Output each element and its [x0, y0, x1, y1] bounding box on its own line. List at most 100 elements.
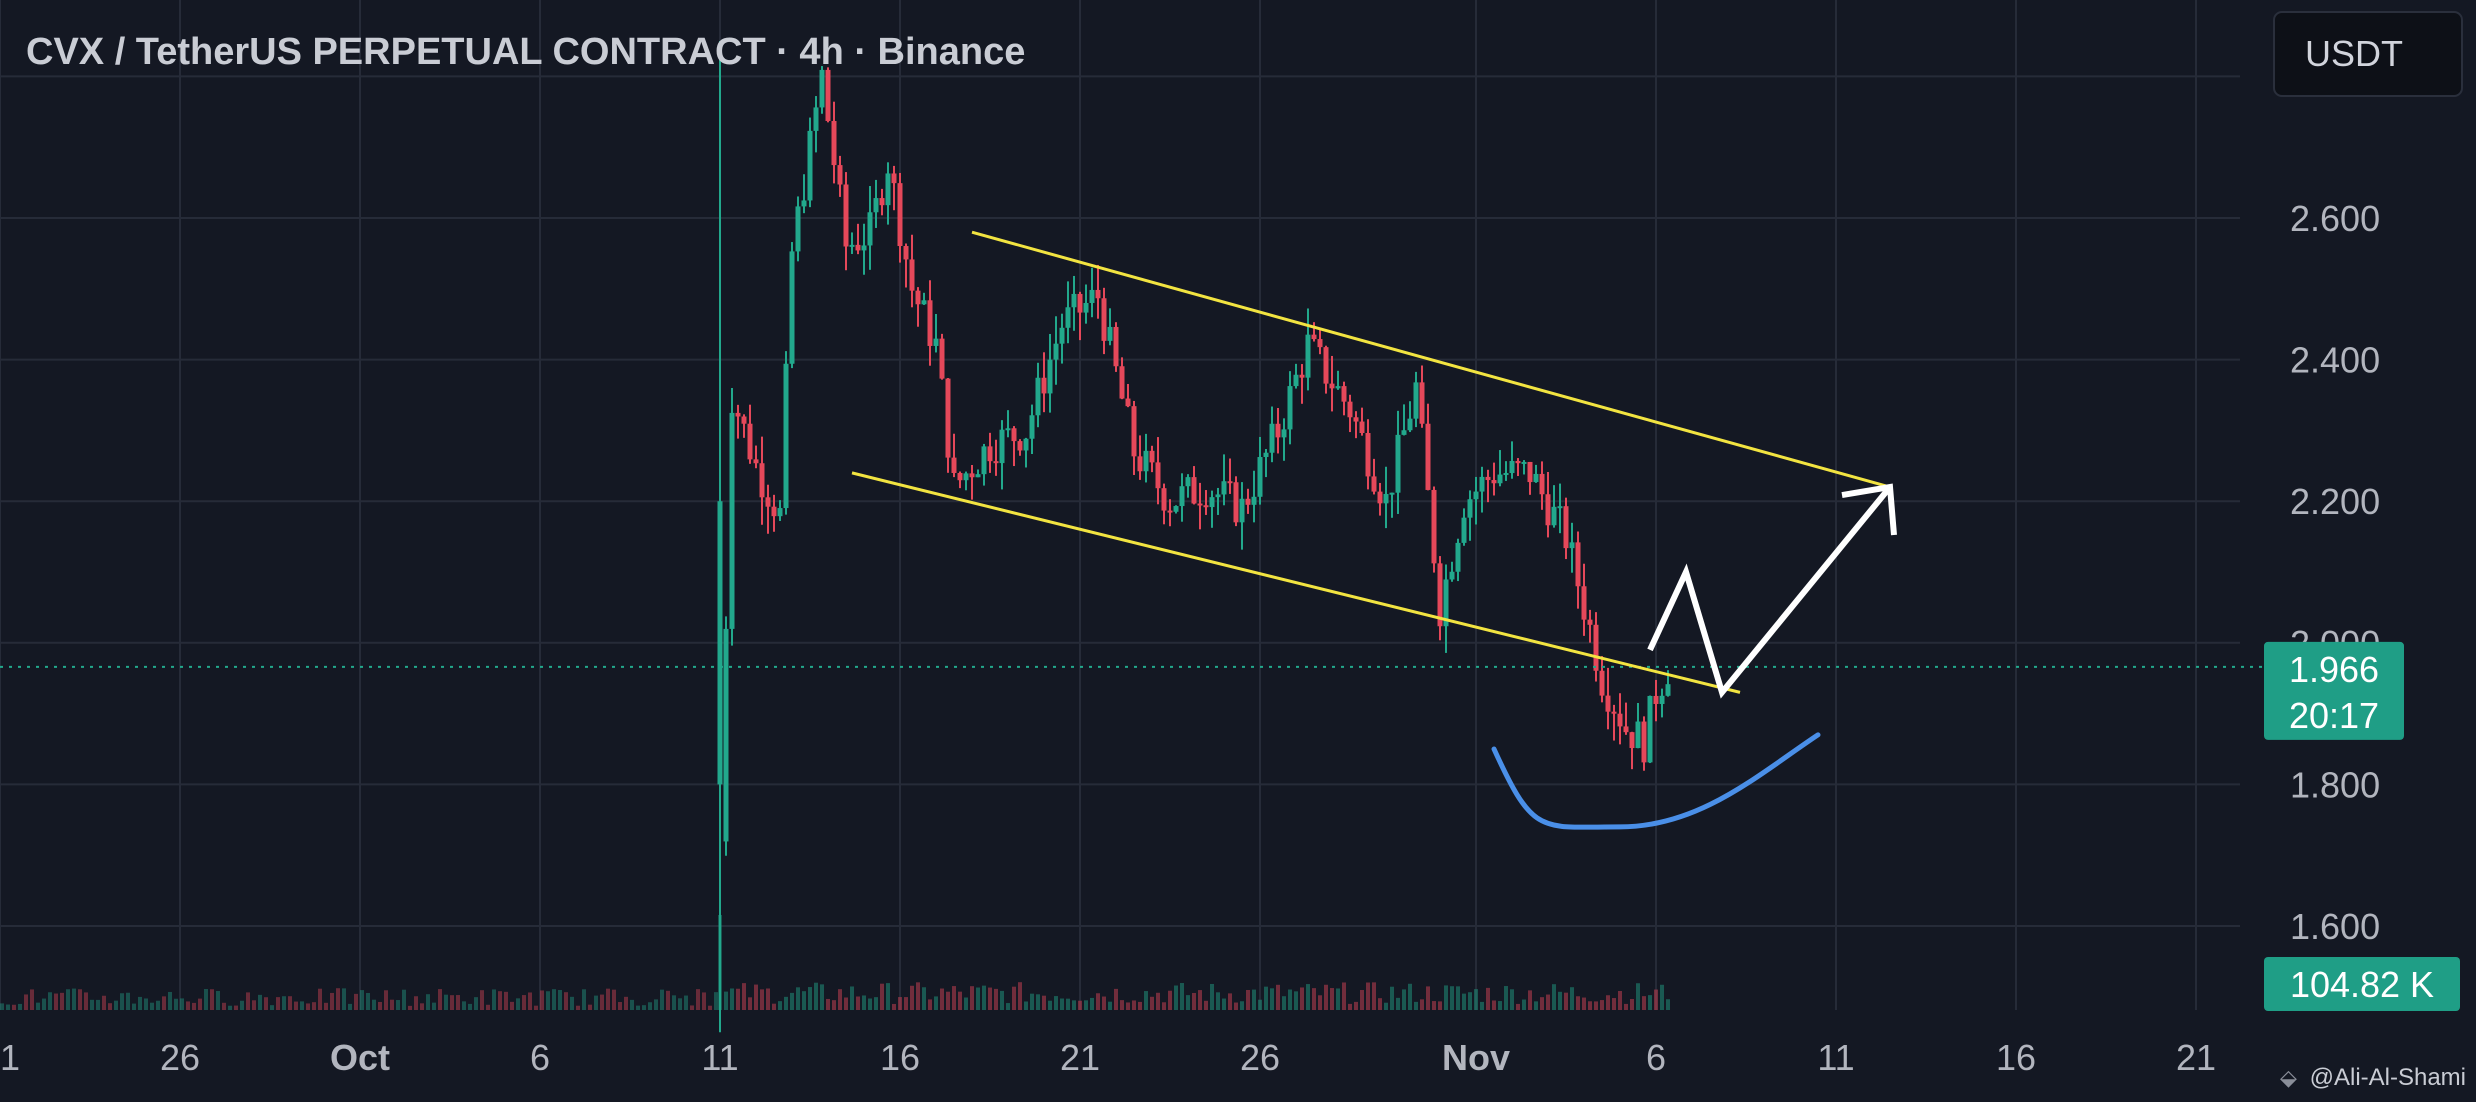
volume-bar: [1594, 1001, 1598, 1010]
candle-body: [1065, 307, 1071, 328]
price-tick-label: 2.200: [2290, 481, 2380, 522]
candle-body: [1083, 302, 1089, 313]
volume-bar: [438, 989, 442, 1010]
volume-bar: [1462, 993, 1466, 1010]
candlesticks: [717, 41, 1671, 1033]
volume-bar: [850, 986, 854, 1010]
volume-bar: [1066, 998, 1070, 1010]
volume-bar: [970, 986, 974, 1010]
candle-body: [1011, 428, 1017, 442]
candle-body: [1221, 481, 1227, 495]
time-tick-label: 11: [701, 1037, 738, 1078]
volume-bar: [690, 1005, 694, 1010]
volume-bar: [384, 990, 388, 1010]
volume-bar: [1660, 984, 1664, 1010]
volume-bar: [576, 1005, 580, 1010]
volume-bar: [1294, 991, 1298, 1010]
candle-body: [837, 165, 843, 185]
currency-button[interactable]: USDT: [2273, 11, 2463, 97]
candle-body: [1137, 456, 1143, 472]
candle-body: [861, 245, 867, 251]
candle-body: [939, 338, 945, 379]
volume-bar: [976, 987, 980, 1010]
candle-body: [1281, 429, 1287, 438]
volume-bar: [552, 989, 556, 1010]
volume-bar: [498, 991, 502, 1010]
volume-bar: [1252, 989, 1256, 1010]
candle-body: [1467, 499, 1473, 518]
volume-bar: [1030, 993, 1034, 1010]
volume-bar: [606, 988, 610, 1010]
candle-body: [999, 429, 1005, 464]
candle-body: [825, 69, 831, 121]
volume-bar: [138, 996, 142, 1010]
volume-bar: [492, 989, 496, 1010]
volume-bar: [868, 998, 872, 1010]
candle-body: [1551, 506, 1557, 526]
volume-bar: [1528, 990, 1532, 1010]
volume-bar: [1666, 999, 1670, 1010]
volume-bar: [748, 997, 752, 1010]
volume-bar: [642, 1005, 646, 1010]
volume-bar: [1474, 989, 1478, 1010]
volume-bar: [1588, 1001, 1592, 1010]
volume-bar: [802, 991, 806, 1010]
candle-body: [1365, 433, 1371, 477]
candle-body: [1503, 473, 1509, 476]
candle-body: [1617, 713, 1623, 727]
volume-bar: [366, 992, 370, 1010]
volume-bar: [348, 1003, 352, 1010]
chart-title: CVX / TetherUS PERPETUAL CONTRACT · 4h ·…: [26, 31, 1025, 73]
volume-bar: [946, 991, 950, 1010]
candle-body: [1233, 482, 1239, 523]
price-tick-label: 2.400: [2290, 340, 2380, 381]
volume-bar: [784, 996, 788, 1010]
candle-body: [1257, 457, 1263, 497]
candle-body: [1305, 334, 1311, 378]
volume-bar: [1420, 999, 1424, 1010]
candle-body: [1035, 377, 1041, 416]
volume-bar: [928, 999, 932, 1010]
volume-bar: [1498, 1001, 1502, 1010]
time-axis[interactable]: 21 26 Oct 6 11 16 21 26 Nov 6 11 16 21: [0, 1037, 2216, 1078]
volume-bar: [1168, 990, 1172, 1010]
volume-bar: [72, 988, 76, 1010]
candle-body: [945, 378, 951, 458]
volume-bar: [1624, 1003, 1628, 1010]
currency-label: USDT: [2305, 33, 2403, 74]
candle-body: [897, 183, 903, 247]
volume-bar: [714, 992, 718, 1010]
time-tick-label: 16: [880, 1037, 920, 1078]
volume-bar: [1408, 983, 1412, 1010]
volume-bar: [874, 997, 878, 1010]
volume-bar: [1246, 989, 1250, 1010]
candle-body: [1191, 477, 1197, 504]
volume-bar: [1402, 989, 1406, 1010]
candle-body: [1401, 430, 1407, 435]
candle-body: [723, 628, 729, 842]
volume-bar: [246, 992, 250, 1010]
volume-bar: [1228, 993, 1232, 1010]
volume-bar: [288, 996, 292, 1010]
volume-bar: [1396, 997, 1400, 1010]
candle-body: [747, 423, 753, 460]
volume-bar: [486, 1004, 490, 1010]
candle-body: [951, 457, 957, 473]
volume-bar: [234, 1005, 238, 1010]
volume-bar: [1390, 986, 1394, 1010]
time-tick-label: 26: [1240, 1037, 1280, 1078]
volume-bar: [754, 984, 758, 1010]
volume-bar: [1342, 982, 1346, 1010]
candle-body: [831, 120, 837, 166]
candle-body: [957, 472, 963, 481]
volume-bar: [964, 997, 968, 1010]
volume-bar: [1630, 998, 1634, 1010]
volume-bar: [1102, 996, 1106, 1010]
volume-bar: [1114, 988, 1118, 1010]
candle-body: [771, 506, 777, 517]
candle-body: [1215, 494, 1221, 498]
volume-bar: [630, 999, 634, 1010]
price-tick-label: 1.800: [2290, 764, 2380, 805]
